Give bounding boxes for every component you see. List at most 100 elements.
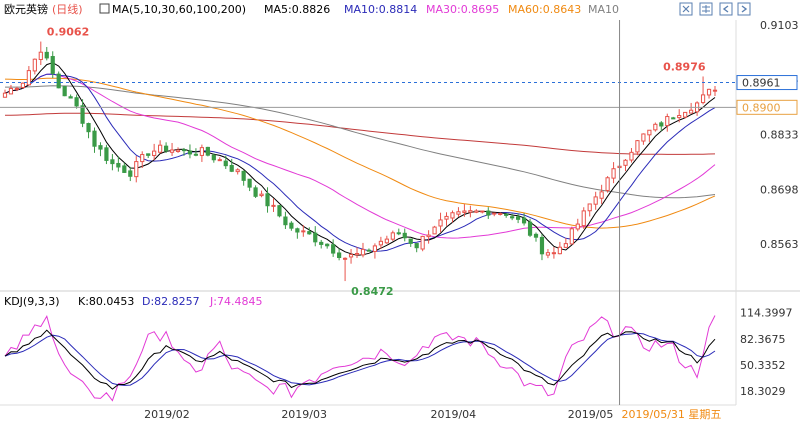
candle bbox=[474, 209, 479, 214]
candle bbox=[390, 230, 395, 241]
kdj-d-label: D:82.8257 bbox=[142, 295, 200, 308]
candle bbox=[492, 212, 497, 217]
candle bbox=[605, 176, 610, 193]
candle bbox=[283, 211, 288, 229]
candle bbox=[396, 228, 401, 236]
candle bbox=[187, 144, 193, 159]
candle bbox=[533, 232, 539, 242]
candle bbox=[706, 88, 712, 99]
x-tick-label: 2019/03 bbox=[281, 408, 327, 421]
candle bbox=[689, 102, 694, 114]
candle bbox=[354, 247, 360, 258]
candle bbox=[539, 234, 545, 261]
candle bbox=[146, 153, 151, 159]
candle bbox=[372, 243, 378, 259]
candle bbox=[253, 185, 258, 199]
candle bbox=[313, 226, 318, 247]
toolbar bbox=[679, 2, 751, 16]
candle bbox=[277, 205, 282, 218]
candle bbox=[20, 82, 25, 89]
candle bbox=[486, 207, 491, 219]
candle bbox=[229, 158, 234, 173]
candle bbox=[319, 239, 324, 249]
candle bbox=[163, 142, 169, 153]
kdj-spec-label: KDJ(9,3,3) bbox=[4, 295, 60, 308]
candle bbox=[599, 184, 604, 205]
candle bbox=[271, 198, 276, 212]
ma10-line bbox=[4, 73, 716, 252]
ma30-line bbox=[4, 73, 716, 239]
kdj-tick-label: 18.3029 bbox=[740, 385, 786, 398]
cursor-date-label: 2019/05/31 星期五 bbox=[622, 408, 722, 421]
candle bbox=[384, 235, 389, 244]
candle bbox=[80, 99, 85, 128]
price-tick-label: 0.8698 bbox=[760, 183, 799, 196]
candle bbox=[527, 218, 533, 238]
candle bbox=[671, 116, 676, 120]
candle bbox=[504, 213, 509, 218]
price-tick-label: 0.8563 bbox=[760, 238, 799, 251]
candle bbox=[116, 156, 121, 172]
candle bbox=[366, 248, 372, 252]
candle bbox=[86, 122, 91, 139]
candle bbox=[510, 213, 515, 221]
x-tick-label: 2019/02 bbox=[144, 408, 190, 421]
price-tag: 0.8961 bbox=[736, 75, 798, 91]
period-label[interactable]: (日线) bbox=[52, 2, 83, 16]
chevron-left-icon[interactable] bbox=[719, 2, 733, 16]
kdj-k-label: K:80.0453 bbox=[78, 295, 134, 308]
candle bbox=[414, 243, 419, 253]
candle bbox=[402, 228, 407, 242]
candle bbox=[683, 111, 688, 119]
kdj-d-line bbox=[4, 332, 716, 386]
candle bbox=[456, 207, 461, 217]
candle bbox=[551, 246, 557, 259]
expand-icon[interactable] bbox=[679, 2, 693, 16]
candle bbox=[420, 235, 425, 252]
candle bbox=[348, 249, 354, 264]
candle bbox=[158, 140, 163, 154]
candle bbox=[498, 212, 503, 216]
candle bbox=[575, 218, 580, 232]
ma5-label: MA5:0.8826 bbox=[264, 3, 330, 16]
kdj-j-line bbox=[4, 315, 716, 402]
candle bbox=[712, 86, 718, 97]
candle bbox=[545, 249, 551, 259]
candle bbox=[647, 129, 652, 142]
kdj-tick-label: 82.3675 bbox=[740, 333, 786, 346]
candle bbox=[641, 133, 646, 145]
candle bbox=[223, 155, 228, 169]
candle bbox=[2, 89, 8, 98]
candlesticks bbox=[2, 41, 718, 282]
ma5-line bbox=[4, 62, 716, 256]
chevron-right-icon[interactable] bbox=[737, 2, 751, 16]
price-tick-label: 0.8833 bbox=[760, 129, 799, 142]
price-tag: 0.8900 bbox=[736, 99, 798, 115]
grid-icon[interactable] bbox=[699, 2, 713, 16]
candle bbox=[217, 157, 222, 162]
candle bbox=[325, 243, 330, 249]
candle bbox=[337, 248, 342, 261]
ma30-label: MA30:0.8695 bbox=[426, 3, 499, 16]
ma-spec-label: MA(5,10,30,60,100,200) bbox=[112, 3, 246, 16]
checkbox-icon[interactable] bbox=[99, 3, 110, 14]
candle bbox=[199, 144, 204, 162]
candle bbox=[587, 203, 592, 217]
candle bbox=[480, 210, 485, 214]
candle bbox=[98, 142, 103, 157]
candle bbox=[611, 162, 616, 184]
candle bbox=[677, 109, 682, 123]
candle bbox=[408, 238, 413, 247]
candle bbox=[569, 226, 574, 245]
ma60-line bbox=[4, 77, 716, 229]
candle bbox=[38, 41, 43, 66]
candle bbox=[92, 127, 97, 153]
candle bbox=[259, 190, 264, 198]
kdj-lines bbox=[4, 315, 716, 402]
candle bbox=[295, 227, 300, 239]
kdj-header: KDJ(9,3,3) K:80.0453 D:82.8257 J:74.4845 bbox=[4, 295, 262, 308]
candle bbox=[247, 178, 252, 192]
candle bbox=[56, 71, 61, 89]
candle bbox=[265, 187, 270, 213]
